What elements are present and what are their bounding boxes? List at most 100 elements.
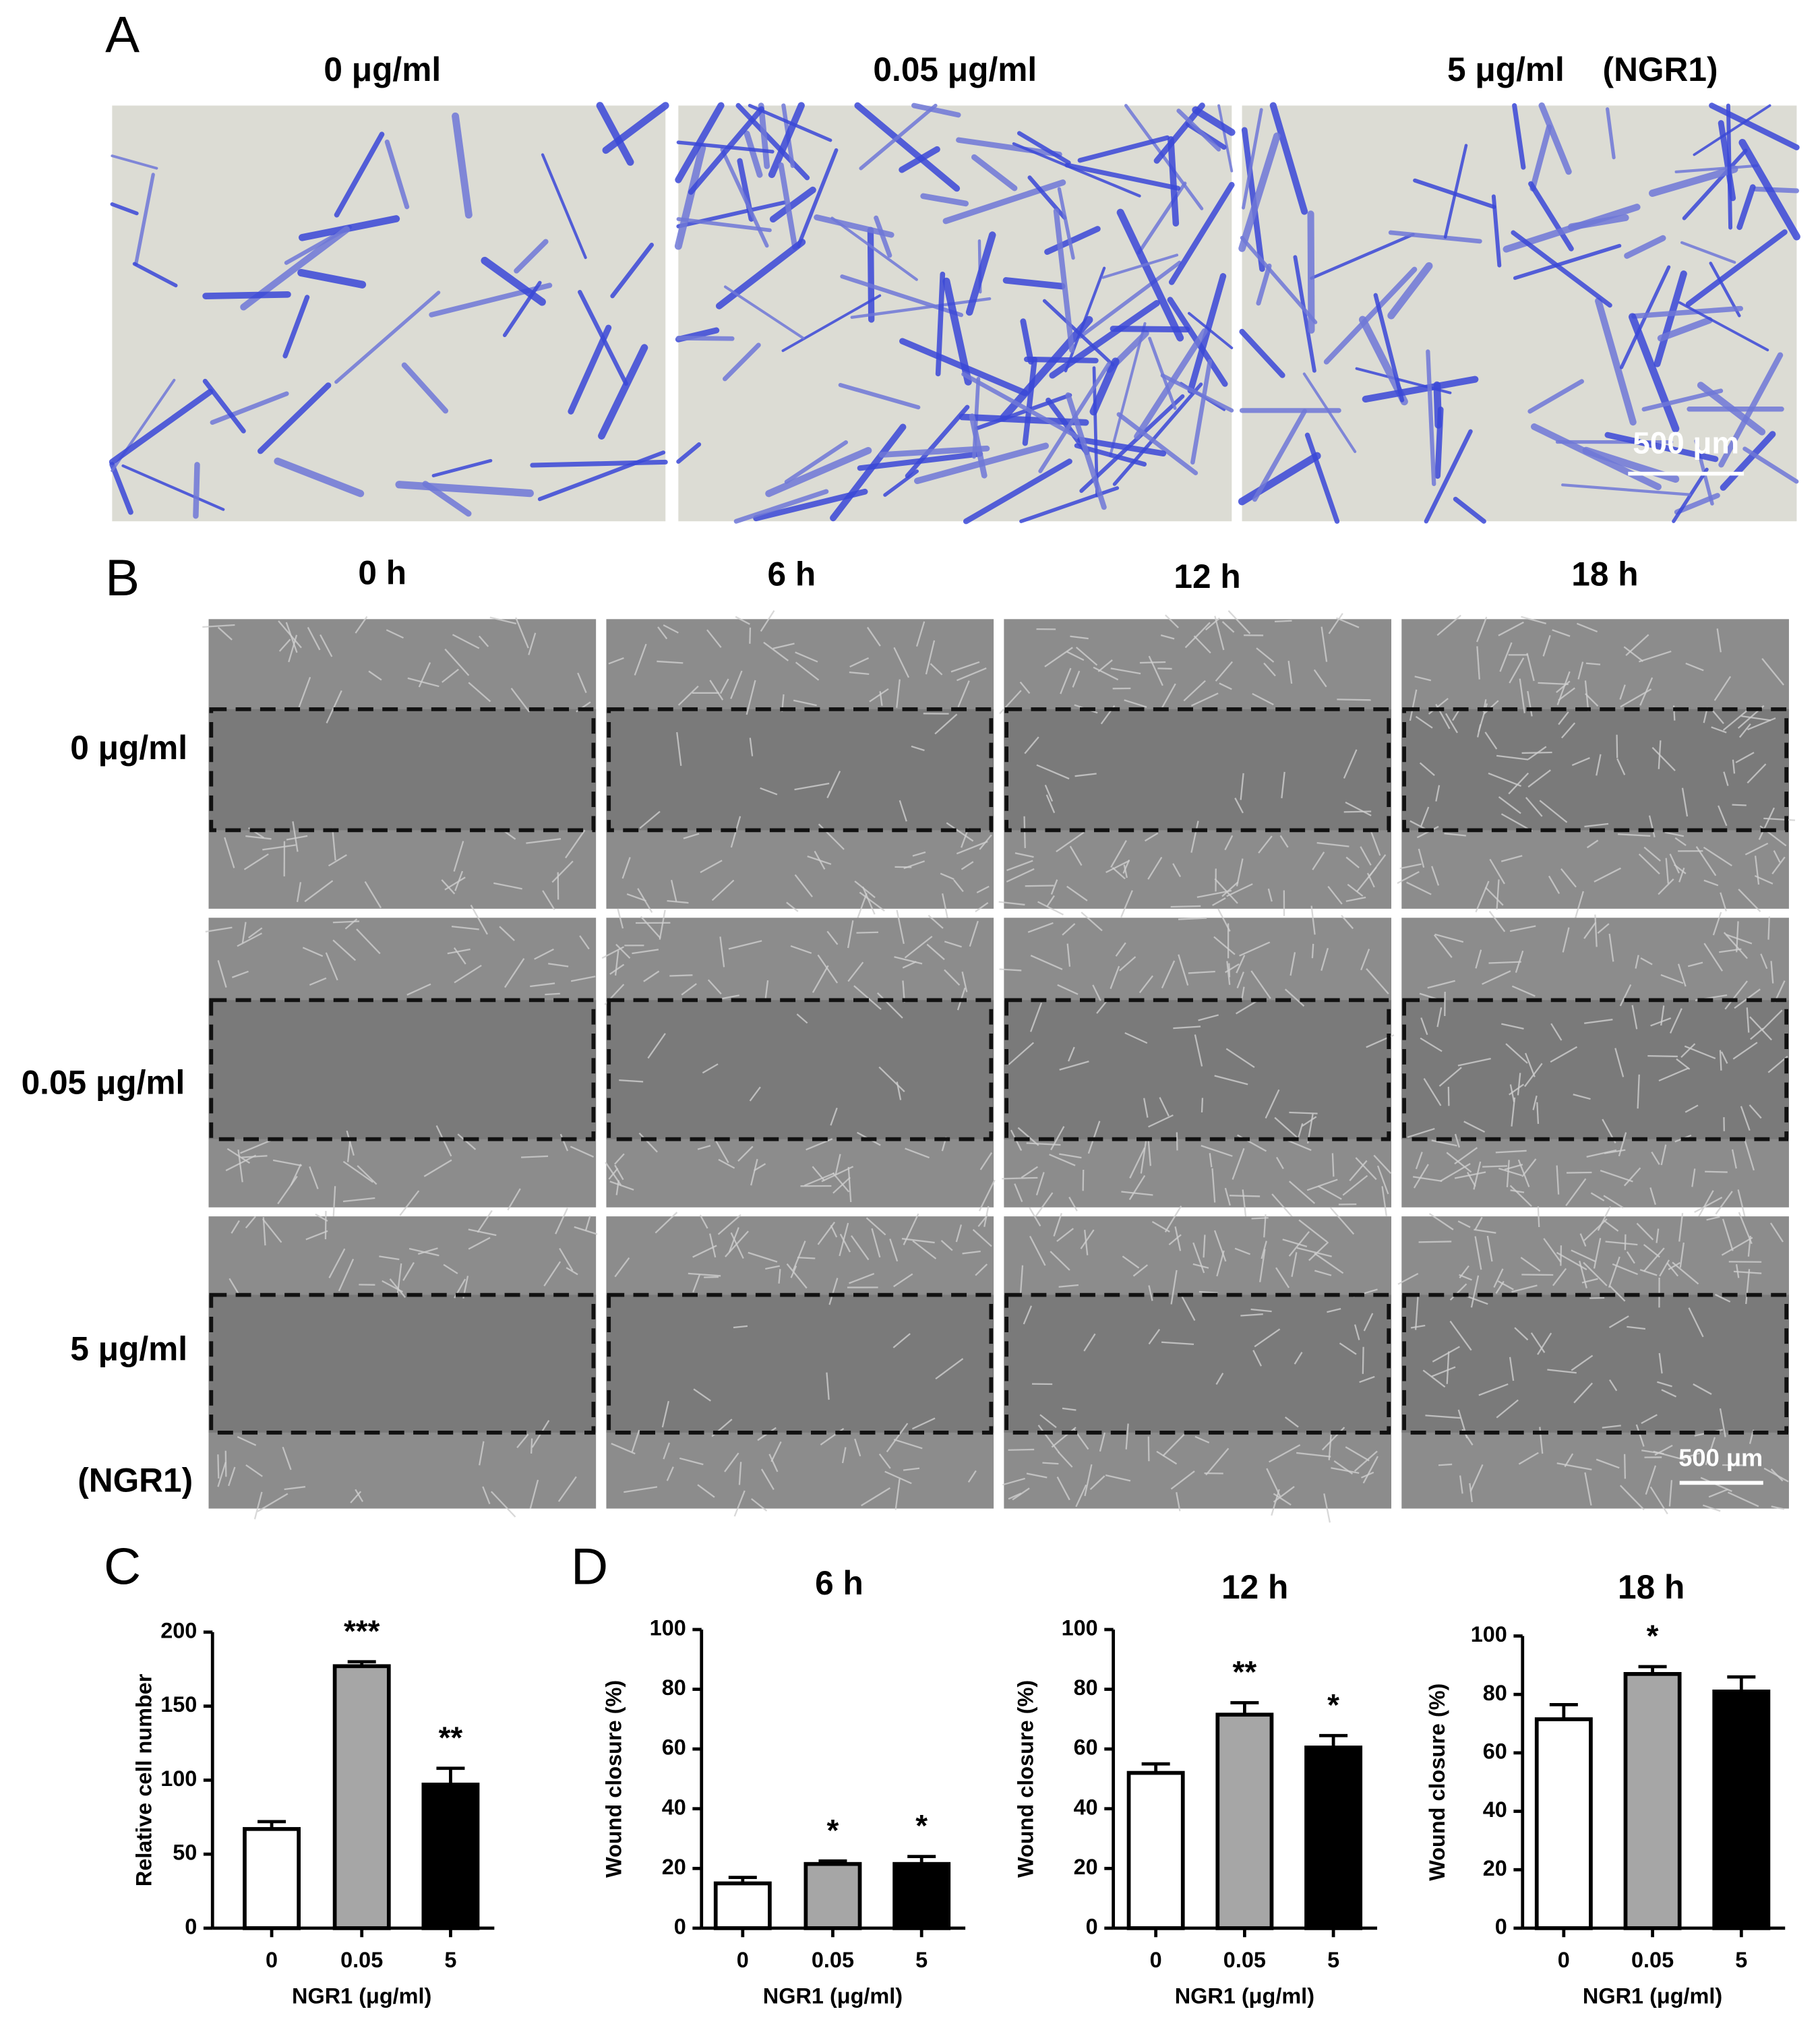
cell — [1703, 846, 1732, 867]
scratch-outline — [1004, 1292, 1391, 1435]
cell — [1556, 1251, 1587, 1271]
cell — [925, 640, 936, 675]
cell — [1558, 711, 1569, 725]
cell — [1360, 949, 1370, 971]
cell — [1498, 1167, 1522, 1176]
cell — [1428, 698, 1449, 715]
cell — [1658, 1352, 1663, 1374]
cell — [849, 1272, 875, 1284]
cell — [1252, 692, 1274, 706]
significance: * — [1647, 1619, 1659, 1653]
cell — [768, 102, 805, 179]
cell — [1736, 184, 1756, 231]
cell — [1619, 1485, 1645, 1511]
cell — [309, 1166, 319, 1189]
x-tick-label: 0 — [737, 1948, 749, 1972]
cell — [1148, 1285, 1153, 1301]
cell — [302, 947, 324, 957]
cell — [830, 423, 907, 522]
cell — [1678, 867, 1685, 883]
cell — [1132, 1264, 1149, 1277]
y-tick-label: 20 — [1483, 1856, 1507, 1880]
cell — [1724, 980, 1748, 1010]
cell — [1488, 910, 1506, 932]
cell — [670, 879, 677, 902]
cell — [1769, 1222, 1784, 1243]
cell — [1123, 864, 1128, 878]
cell — [1678, 301, 1769, 352]
cell — [894, 956, 923, 965]
cell — [282, 295, 310, 359]
cell — [1649, 1486, 1668, 1515]
cell — [1125, 1423, 1129, 1450]
cell — [920, 193, 969, 207]
cell — [1069, 845, 1083, 866]
cell — [1183, 680, 1206, 702]
x-tick-label: 0 — [266, 1948, 278, 1972]
cell — [1703, 943, 1724, 972]
cell — [647, 1033, 666, 1059]
cell — [1449, 1283, 1467, 1301]
cell — [1509, 1083, 1525, 1096]
cell — [935, 271, 946, 377]
cell — [676, 140, 775, 154]
cell — [849, 671, 870, 676]
cell — [217, 626, 233, 640]
cell — [663, 1442, 671, 1460]
cell — [1512, 102, 1526, 170]
cell — [1022, 357, 1037, 446]
cell — [1412, 1176, 1443, 1183]
cell — [1680, 1452, 1700, 1460]
cell — [1738, 139, 1800, 241]
cell — [1327, 885, 1343, 905]
cell — [1654, 1444, 1673, 1456]
cell — [688, 1272, 721, 1277]
cell — [1558, 687, 1575, 701]
cell — [942, 893, 949, 920]
cell — [1618, 833, 1651, 837]
cell — [292, 821, 299, 852]
cell — [733, 1490, 746, 1517]
x-axis-label: NGR1 (μg/ml) — [763, 1984, 903, 2008]
cell — [1743, 1138, 1755, 1171]
cell — [795, 661, 820, 681]
cell — [956, 137, 1062, 158]
cell — [1488, 961, 1521, 964]
bar — [892, 1861, 951, 1930]
cell — [884, 1470, 912, 1485]
cell — [608, 1168, 619, 1180]
cell — [847, 1166, 852, 1202]
cell — [1561, 483, 1691, 496]
cell — [565, 829, 586, 859]
cell — [1298, 1219, 1328, 1243]
cell — [1677, 963, 1687, 987]
cell — [1720, 1051, 1728, 1064]
cell — [528, 632, 537, 655]
cell — [1263, 1214, 1267, 1238]
cell — [1712, 710, 1724, 725]
cell — [1089, 1475, 1105, 1491]
cell — [1560, 868, 1577, 888]
y-tick-label: 60 — [1483, 1739, 1507, 1763]
cell — [928, 914, 944, 929]
cell — [1436, 614, 1461, 636]
cell — [666, 1466, 674, 1481]
cell — [1454, 1133, 1460, 1148]
cell — [202, 291, 291, 299]
cell — [1240, 986, 1245, 1001]
y-tick-label: 0 — [185, 1914, 197, 1938]
cell — [1215, 1373, 1224, 1386]
x-axis-label: NGR1 (μg/ml) — [1583, 1984, 1722, 2008]
cell — [1224, 1187, 1231, 1206]
cell — [457, 1133, 477, 1150]
cell — [1526, 653, 1535, 682]
cell — [793, 699, 817, 707]
cell — [1306, 1179, 1338, 1191]
cell — [1006, 860, 1033, 871]
cell — [817, 954, 839, 984]
cell — [240, 1139, 272, 1154]
cell — [1708, 1488, 1729, 1498]
cell — [1057, 984, 1079, 995]
cell — [903, 1213, 919, 1246]
cell — [1242, 108, 1263, 210]
